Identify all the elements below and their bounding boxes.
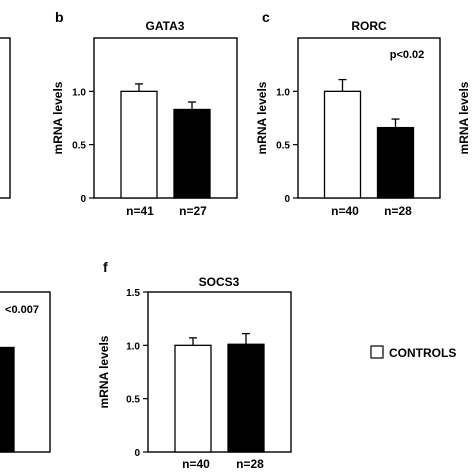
y-tick-label: 0.5	[126, 395, 140, 406]
legend-label: CONTROLS	[389, 346, 456, 360]
p-value-annotation: <0.007	[5, 304, 39, 316]
chart-panel-4: =28 <0.007	[0, 291, 51, 471]
chart-panel-f: f SOCS3 mRNA levels 0 0.5 1.0 1.5 n=40 n=28	[97, 259, 292, 471]
y-tick-label: 1.0	[72, 87, 86, 98]
y-tick-label: 1.0	[276, 87, 290, 98]
bar	[120, 90, 158, 199]
sample-size-label: n=40	[182, 457, 210, 471]
bar	[376, 126, 415, 199]
y-axis-label: mRNA levels	[255, 81, 269, 154]
sample-size-label: n=41	[126, 204, 154, 218]
sample-size-label: n=27	[179, 204, 207, 218]
y-axis-label: mRNA levels	[51, 81, 65, 154]
y-tick-label: 1.0	[126, 341, 140, 352]
panel-letter: b	[55, 9, 64, 25]
y-tick-label: 0	[134, 448, 140, 459]
y-tick-label: 0	[80, 194, 86, 205]
sample-size-label: =28	[0, 457, 1, 471]
bar	[227, 343, 265, 453]
panel-letter: c	[262, 9, 270, 25]
bar	[174, 344, 212, 453]
bar	[323, 90, 362, 199]
chart-panel-c: c RORC mRNA levels 0 0.5 1.0 n=40 n=28 p<0.02	[255, 9, 441, 218]
y-axis-label: mRNA levels	[97, 335, 111, 408]
y-tick-label: 0.5	[276, 141, 290, 152]
chart-panel-0	[0, 37, 11, 199]
y-axis-label: mRNA levels	[457, 81, 471, 154]
legend-swatch	[370, 345, 384, 359]
p-value-annotation: p<0.02	[390, 49, 425, 61]
chart-title: RORC	[351, 19, 387, 33]
plot-frame	[93, 37, 238, 199]
plot-frame	[0, 37, 11, 199]
chart-panel-b: b GATA3 mRNA levels 0 0.5 1.0 n=41 n=27	[51, 9, 238, 218]
plot-frame	[147, 291, 292, 453]
sample-size-label: n=28	[236, 457, 264, 471]
y-tick-label: 0.5	[72, 141, 86, 152]
panel-letter: f	[103, 259, 108, 275]
y-tick-label: 0	[284, 194, 290, 205]
plot-frame	[297, 37, 441, 199]
y-tick-label: 1.5	[126, 288, 140, 299]
chart-panel-3: mRNA levels	[457, 81, 471, 154]
chart-title: SOCS3	[199, 275, 240, 289]
bar	[0, 346, 15, 453]
bar	[173, 108, 211, 199]
sample-size-label: n=40	[331, 204, 359, 218]
legend: CONTROLS	[370, 345, 456, 360]
chart-title: GATA3	[146, 19, 185, 33]
sample-size-label: n=28	[384, 204, 412, 218]
